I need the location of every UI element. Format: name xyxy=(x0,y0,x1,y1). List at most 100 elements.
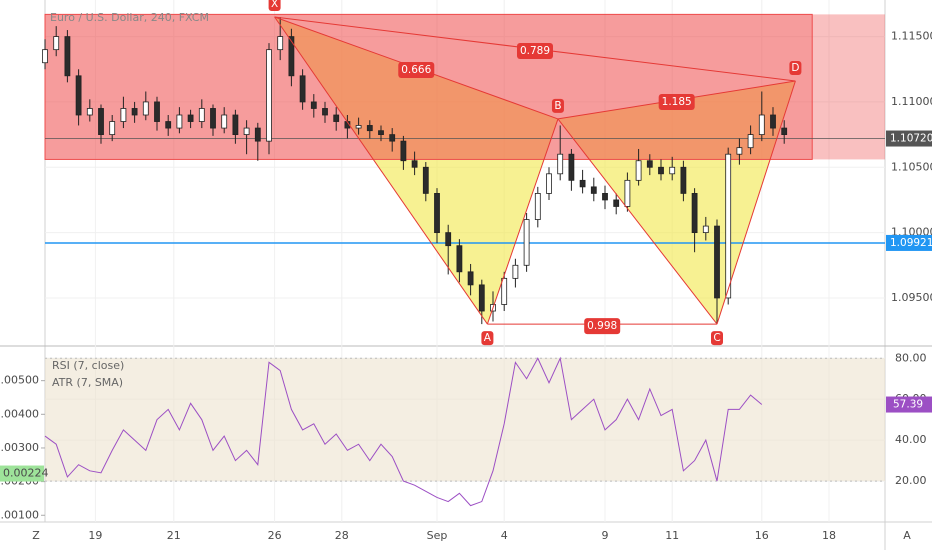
resistance-zone xyxy=(44,13,813,160)
point-badge xyxy=(789,61,802,76)
corner-label: A xyxy=(903,529,911,542)
candle-body xyxy=(165,121,172,129)
legend-entry: ATR (7, SMA) xyxy=(52,376,123,389)
point-badge xyxy=(481,331,494,346)
candle-body xyxy=(266,49,272,142)
candle-body xyxy=(534,193,541,220)
point-label: D xyxy=(791,62,799,74)
candle-body xyxy=(445,232,452,247)
pattern-line xyxy=(557,118,718,325)
candle-body xyxy=(389,134,396,142)
candle-body xyxy=(243,127,250,136)
candle-body xyxy=(86,108,93,116)
candle-body xyxy=(232,114,239,136)
y-tick-label: 0.00500 xyxy=(0,374,39,387)
candle-body xyxy=(288,36,295,77)
x-tick-label: 11 xyxy=(665,529,679,542)
ratio-label: 0.666 xyxy=(401,64,431,76)
ratio-badge xyxy=(517,43,553,60)
candle-body xyxy=(523,219,530,266)
point-badge xyxy=(551,98,564,113)
candle-body xyxy=(378,130,384,136)
point-label: B xyxy=(554,100,561,112)
atr-badge-label: 0.00224 xyxy=(3,467,49,480)
candle-body xyxy=(714,225,720,299)
candle-body xyxy=(176,114,183,129)
candle-body xyxy=(154,101,160,122)
candle-body xyxy=(702,225,709,234)
candle-body xyxy=(333,114,340,122)
candle-body xyxy=(669,166,676,175)
candle-body xyxy=(781,127,788,136)
candle-body xyxy=(277,36,284,51)
chart-title: Euro / U.S. Dollar, 240, FXCM xyxy=(50,11,209,24)
ratio-label: 1.185 xyxy=(662,96,692,108)
corner-label: Z xyxy=(32,529,40,542)
candle-body xyxy=(658,166,664,175)
pattern-line xyxy=(716,80,796,325)
y-tick-label: 1.11000 xyxy=(891,95,932,108)
candle-body xyxy=(456,245,463,273)
x-tick-label: 26 xyxy=(268,529,282,542)
candle-body xyxy=(322,108,328,116)
candle-body xyxy=(98,108,104,136)
point-badge xyxy=(711,331,723,346)
candle-body xyxy=(602,193,608,201)
ratio-label: 0.998 xyxy=(587,320,617,332)
point-label: A xyxy=(484,332,492,344)
ratio-label: 0.789 xyxy=(520,45,550,57)
y-tick-label: 0.00100 xyxy=(0,508,39,521)
candle-body xyxy=(366,125,373,132)
x-tick-label: 4 xyxy=(501,529,508,542)
candle-body xyxy=(198,108,205,122)
candle-body xyxy=(725,153,732,299)
candle-body xyxy=(120,108,127,122)
candle-body xyxy=(400,140,407,162)
candle-body xyxy=(758,114,765,136)
candle-body xyxy=(53,36,60,51)
x-tick-label: 21 xyxy=(167,529,181,542)
price-badge-label: 1.09921 xyxy=(890,237,932,249)
x-tick-label: 28 xyxy=(335,529,349,542)
candle-body xyxy=(64,36,71,77)
ratio-badge xyxy=(658,93,695,110)
y-tick-label: 1.09500 xyxy=(891,291,932,304)
pattern-line xyxy=(274,16,488,325)
candle-body xyxy=(613,199,620,207)
rsi-badge-label: 57.39 xyxy=(893,399,923,411)
candle-body xyxy=(254,127,261,142)
price-badge xyxy=(886,130,932,147)
candle-body xyxy=(109,121,116,136)
candle-body xyxy=(557,153,564,175)
candle-body xyxy=(221,114,228,129)
candle-body xyxy=(579,179,586,188)
candle-body xyxy=(467,271,474,286)
candle-body xyxy=(680,166,687,194)
ratio-badge xyxy=(398,61,435,78)
y-tick-label: 1.10500 xyxy=(891,160,932,173)
price-badge xyxy=(886,234,932,251)
candle-body xyxy=(770,114,776,129)
candle-body xyxy=(568,153,575,181)
point-badge xyxy=(268,0,281,11)
x-tick-label: 18 xyxy=(822,529,836,542)
candle-body xyxy=(210,108,216,129)
candle-body xyxy=(310,101,317,109)
rsi-badge xyxy=(886,396,932,413)
rsi-line xyxy=(44,356,763,507)
y2-tick-label: 20.00 xyxy=(895,474,927,487)
candle-body xyxy=(411,160,418,168)
candle-body xyxy=(512,264,519,279)
candle-body xyxy=(131,108,138,116)
y-tick-label: 0.00300 xyxy=(0,441,39,454)
point-label: C xyxy=(713,332,720,344)
candle-body xyxy=(691,193,698,234)
candle-body xyxy=(422,166,429,194)
candle-body xyxy=(75,75,82,116)
candle-body xyxy=(624,179,631,207)
y-tick-label: 1.11500 xyxy=(891,30,932,43)
legend-entry: RSI (7, close) xyxy=(52,359,124,372)
candle-body xyxy=(590,186,597,194)
x-tick-label: 9 xyxy=(602,529,609,542)
